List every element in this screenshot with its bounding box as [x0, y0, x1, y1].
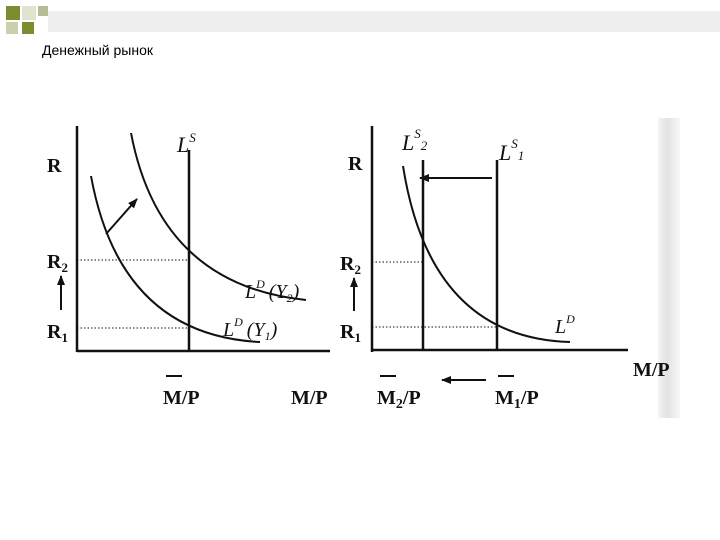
page-title: Денежный рынок [42, 42, 153, 58]
left-r1-label: R1 [47, 321, 68, 345]
right-m1-label: M1/P [495, 387, 539, 412]
right-panel [350, 126, 628, 384]
left-demand-y1-label: LD (Y1) [222, 315, 278, 343]
right-demand-curve [402, 165, 571, 343]
corner-square-2 [22, 6, 36, 20]
corner-square-5 [6, 22, 18, 34]
left-m-label: M/P [163, 387, 200, 409]
left-demand-curve-y1 [90, 175, 261, 343]
left-demand-curve-y2 [130, 132, 307, 301]
right-demand-label: LD [554, 312, 575, 338]
left-shift-arrow [105, 198, 138, 235]
left-r2-label: R2 [47, 251, 68, 275]
right-y-axis-label: R [348, 153, 363, 175]
left-y-axis-label: R [47, 155, 62, 177]
corner-square-1 [6, 6, 20, 20]
right-r1-label: R1 [340, 321, 361, 345]
right-supply2-label: LS2 [401, 126, 428, 155]
header-rule [48, 11, 720, 32]
corner-square-4 [22, 22, 34, 34]
left-panel [57, 126, 330, 377]
left-demand-y2-label: LD (Y2) [244, 277, 300, 305]
right-x-axis-label: M/P [633, 359, 670, 381]
corner-square-3 [38, 6, 48, 16]
left-supply-label: LS [176, 130, 196, 157]
scan-edge [658, 118, 680, 418]
right-r2-label: R2 [340, 253, 361, 277]
right-supply1-label: LS1 [498, 136, 524, 165]
right-m2-label: M2/P [377, 387, 421, 412]
left-x-axis-label: M/P [291, 387, 328, 409]
